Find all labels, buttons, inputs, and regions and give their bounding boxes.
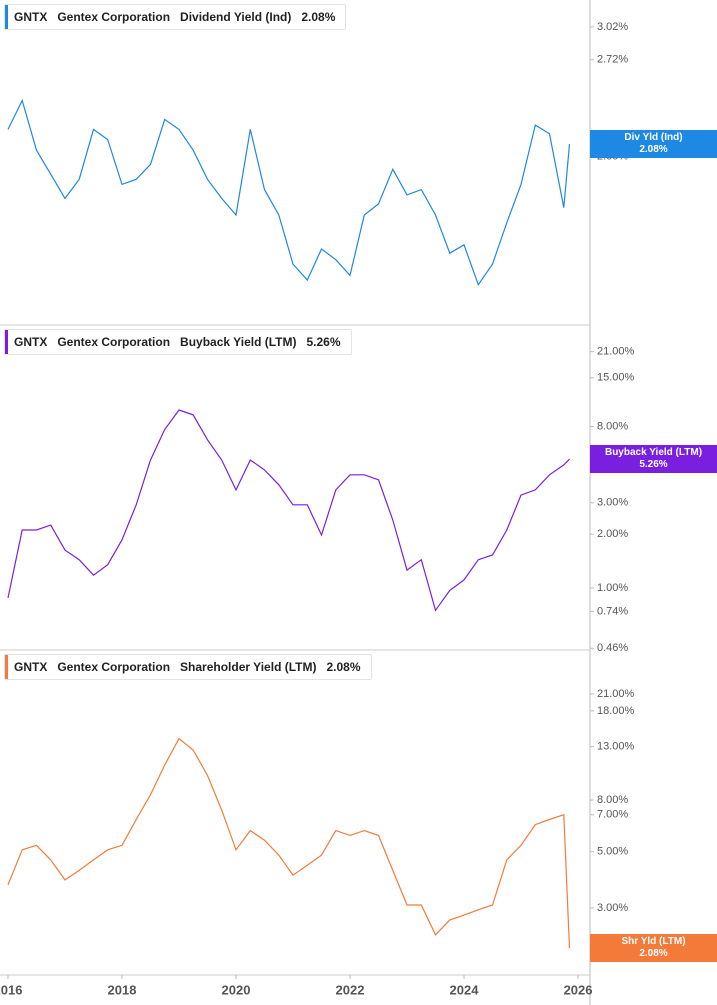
legend-color [5, 655, 8, 679]
line [7, 98, 571, 287]
y-tick-label: 18.00% [597, 705, 635, 717]
y-tick-label: 21.00% [597, 688, 635, 700]
y-tick-label: 0.46% [597, 642, 628, 654]
line [7, 409, 570, 612]
legend-value: 2.08% [301, 10, 336, 24]
legend-header: GNTX Gentex Corporation Shareholder Yield … [4, 654, 372, 680]
company: Gentex Corporation [57, 335, 171, 349]
legend-header: GNTX Gentex Corporation Dividend Yield (In… [4, 4, 347, 30]
y-tick-label: 2.00% [597, 528, 628, 540]
box-label: Buyback Yield (LTM) [604, 447, 703, 459]
box-label: Div Yld (Ind) [624, 132, 683, 144]
last-value-box: Shr Yld (LTM) 2.08% [590, 934, 717, 963]
ticker: GNTX [14, 335, 48, 349]
x-tick-label: 2020 [222, 982, 251, 997]
y-tick-label: 3.00% [597, 902, 628, 914]
last-value-box: Div Yld (Ind) 2.08% [590, 130, 717, 159]
y-tick-label: 3.00% [597, 497, 628, 509]
box-value: 2.08% [639, 948, 668, 960]
y-tick-label: 2.72% [597, 54, 628, 66]
legend-label: Buyback Yield (LTM) [180, 335, 297, 349]
y-tick-label: 13.00% [597, 741, 635, 753]
legend-color [5, 330, 8, 354]
box-label: Shr Yld (LTM) [621, 936, 686, 948]
company: Gentex Corporation [57, 10, 171, 24]
legend-value: 5.26% [306, 335, 341, 349]
x-tick-label: 2016 [0, 982, 22, 997]
ticker: GNTX [14, 660, 48, 674]
ticker: GNTX [14, 10, 48, 24]
y-tick-label: 0.74% [597, 605, 628, 617]
legend-label: Dividend Yield (Ind) [180, 10, 292, 24]
y-tick-label: 21.00% [597, 346, 635, 358]
legend-value: 2.08% [326, 660, 361, 674]
y-tick-label: 8.00% [597, 420, 628, 432]
y-tick-label: 3.02% [597, 21, 628, 33]
line [7, 737, 571, 949]
legend-header: GNTX Gentex Corporation Buyback Yield (LTM… [4, 329, 352, 355]
y-tick-label: 15.00% [597, 372, 635, 384]
x-tick-label: 2022 [336, 982, 365, 997]
x-tick-label: 2026 [564, 982, 593, 997]
x-tick-label: 2024 [450, 982, 480, 997]
y-tick-label: 1.00% [597, 582, 628, 594]
y-tick-label: 8.00% [597, 794, 628, 806]
y-tick-label: 7.00% [597, 809, 628, 821]
box-value: 5.26% [639, 459, 668, 471]
company: Gentex Corporation [57, 660, 171, 674]
last-value-box: Buyback Yield (LTM) 5.26% [590, 445, 717, 474]
x-tick-label: 2018 [108, 982, 137, 997]
box-value: 2.08% [639, 144, 668, 156]
y-tick-label: 5.00% [597, 846, 628, 858]
legend-color [5, 5, 8, 29]
legend-label: Shareholder Yield (LTM) [180, 660, 317, 674]
